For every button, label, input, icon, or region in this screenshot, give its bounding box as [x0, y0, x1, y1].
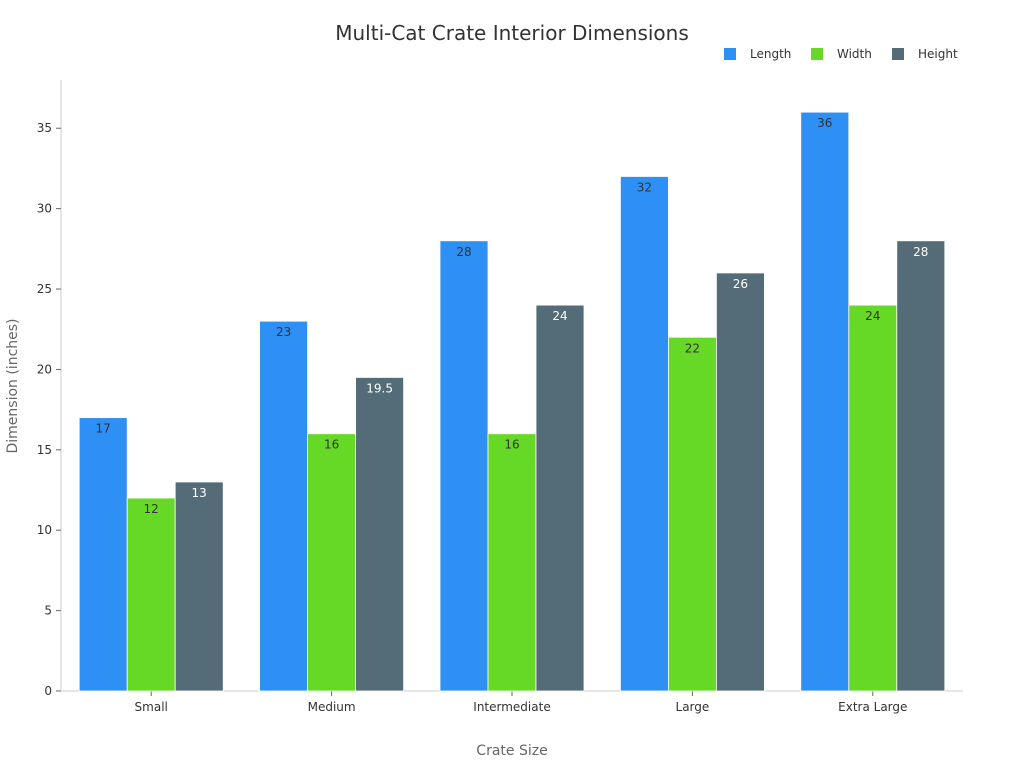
legend-label-length: Length	[750, 47, 791, 61]
data-label-width-medium: 16	[324, 438, 339, 452]
bar-width-large	[668, 336, 717, 692]
legend-swatch-width	[811, 48, 823, 60]
bar-height-extra-large	[896, 240, 946, 692]
legend-label-width: Width	[837, 47, 872, 61]
bar-width-extra-large	[848, 304, 898, 692]
data-label-length-large: 32	[637, 180, 652, 194]
legend-label-height: Height	[918, 47, 958, 61]
data-label-length-small: 17	[96, 422, 111, 436]
bar-height-small	[174, 481, 224, 692]
data-label-width-large: 22	[685, 341, 700, 355]
data-label-length-extra-large: 36	[817, 116, 832, 130]
y-tick-label: 20	[37, 362, 52, 376]
bar-height-large	[716, 272, 765, 692]
bar-length-small	[78, 417, 128, 692]
x-tick-label-extra-large: Extra Large	[838, 700, 907, 714]
bar-length-intermediate	[439, 240, 489, 692]
bar-width-intermediate	[487, 433, 537, 692]
bar-height-intermediate	[535, 304, 585, 692]
chart-title: Multi-Cat Crate Interior Dimensions	[335, 21, 689, 45]
y-tick-label: 5	[44, 604, 52, 618]
y-tick-label: 15	[37, 443, 52, 457]
y-tick-label: 10	[37, 523, 52, 537]
x-tick-label-large: Large	[676, 700, 710, 714]
y-tick-label: 25	[37, 282, 52, 296]
data-label-height-extra-large: 28	[913, 245, 928, 259]
y-axis-title: Dimension (inches)	[5, 318, 21, 453]
x-tick-label-small: Small	[135, 700, 168, 714]
x-tick-label-intermediate: Intermediate	[473, 700, 550, 714]
y-tick-label: 35	[37, 121, 52, 135]
bar-labels: 17 12 13 23 16 19.5 28 16 24 32 22 26 36 24 28	[96, 116, 929, 516]
data-label-height-large: 26	[733, 277, 748, 291]
x-axis-title: Crate Size	[476, 743, 547, 759]
legend: Length Width Height	[724, 47, 958, 61]
data-label-width-small: 12	[144, 502, 159, 516]
data-label-height-intermediate: 24	[552, 309, 567, 323]
y-tick-label: 30	[37, 202, 52, 216]
bar-length-large	[620, 176, 669, 692]
data-label-width-extra-large: 24	[865, 309, 880, 323]
bar-length-medium	[259, 320, 309, 692]
bar-length-extra-large	[800, 111, 850, 692]
data-label-length-medium: 23	[276, 325, 291, 339]
bar-width-medium	[307, 433, 357, 692]
bar-height-medium	[355, 377, 405, 692]
data-label-height-small: 13	[192, 486, 207, 500]
legend-swatch-length	[724, 48, 736, 60]
data-label-width-intermediate: 16	[504, 438, 519, 452]
bars	[78, 111, 946, 692]
legend-swatch-height	[892, 48, 904, 60]
x-tick-label-medium: Medium	[308, 700, 356, 714]
bar-width-small	[126, 497, 176, 692]
axes: 0 5 10 15 20 25 30 35 Small Medium Intermediate Lar…	[37, 80, 963, 714]
data-label-height-medium: 19.5	[366, 381, 393, 395]
y-tick-label: 0	[44, 684, 52, 698]
data-label-length-intermediate: 28	[456, 245, 471, 259]
